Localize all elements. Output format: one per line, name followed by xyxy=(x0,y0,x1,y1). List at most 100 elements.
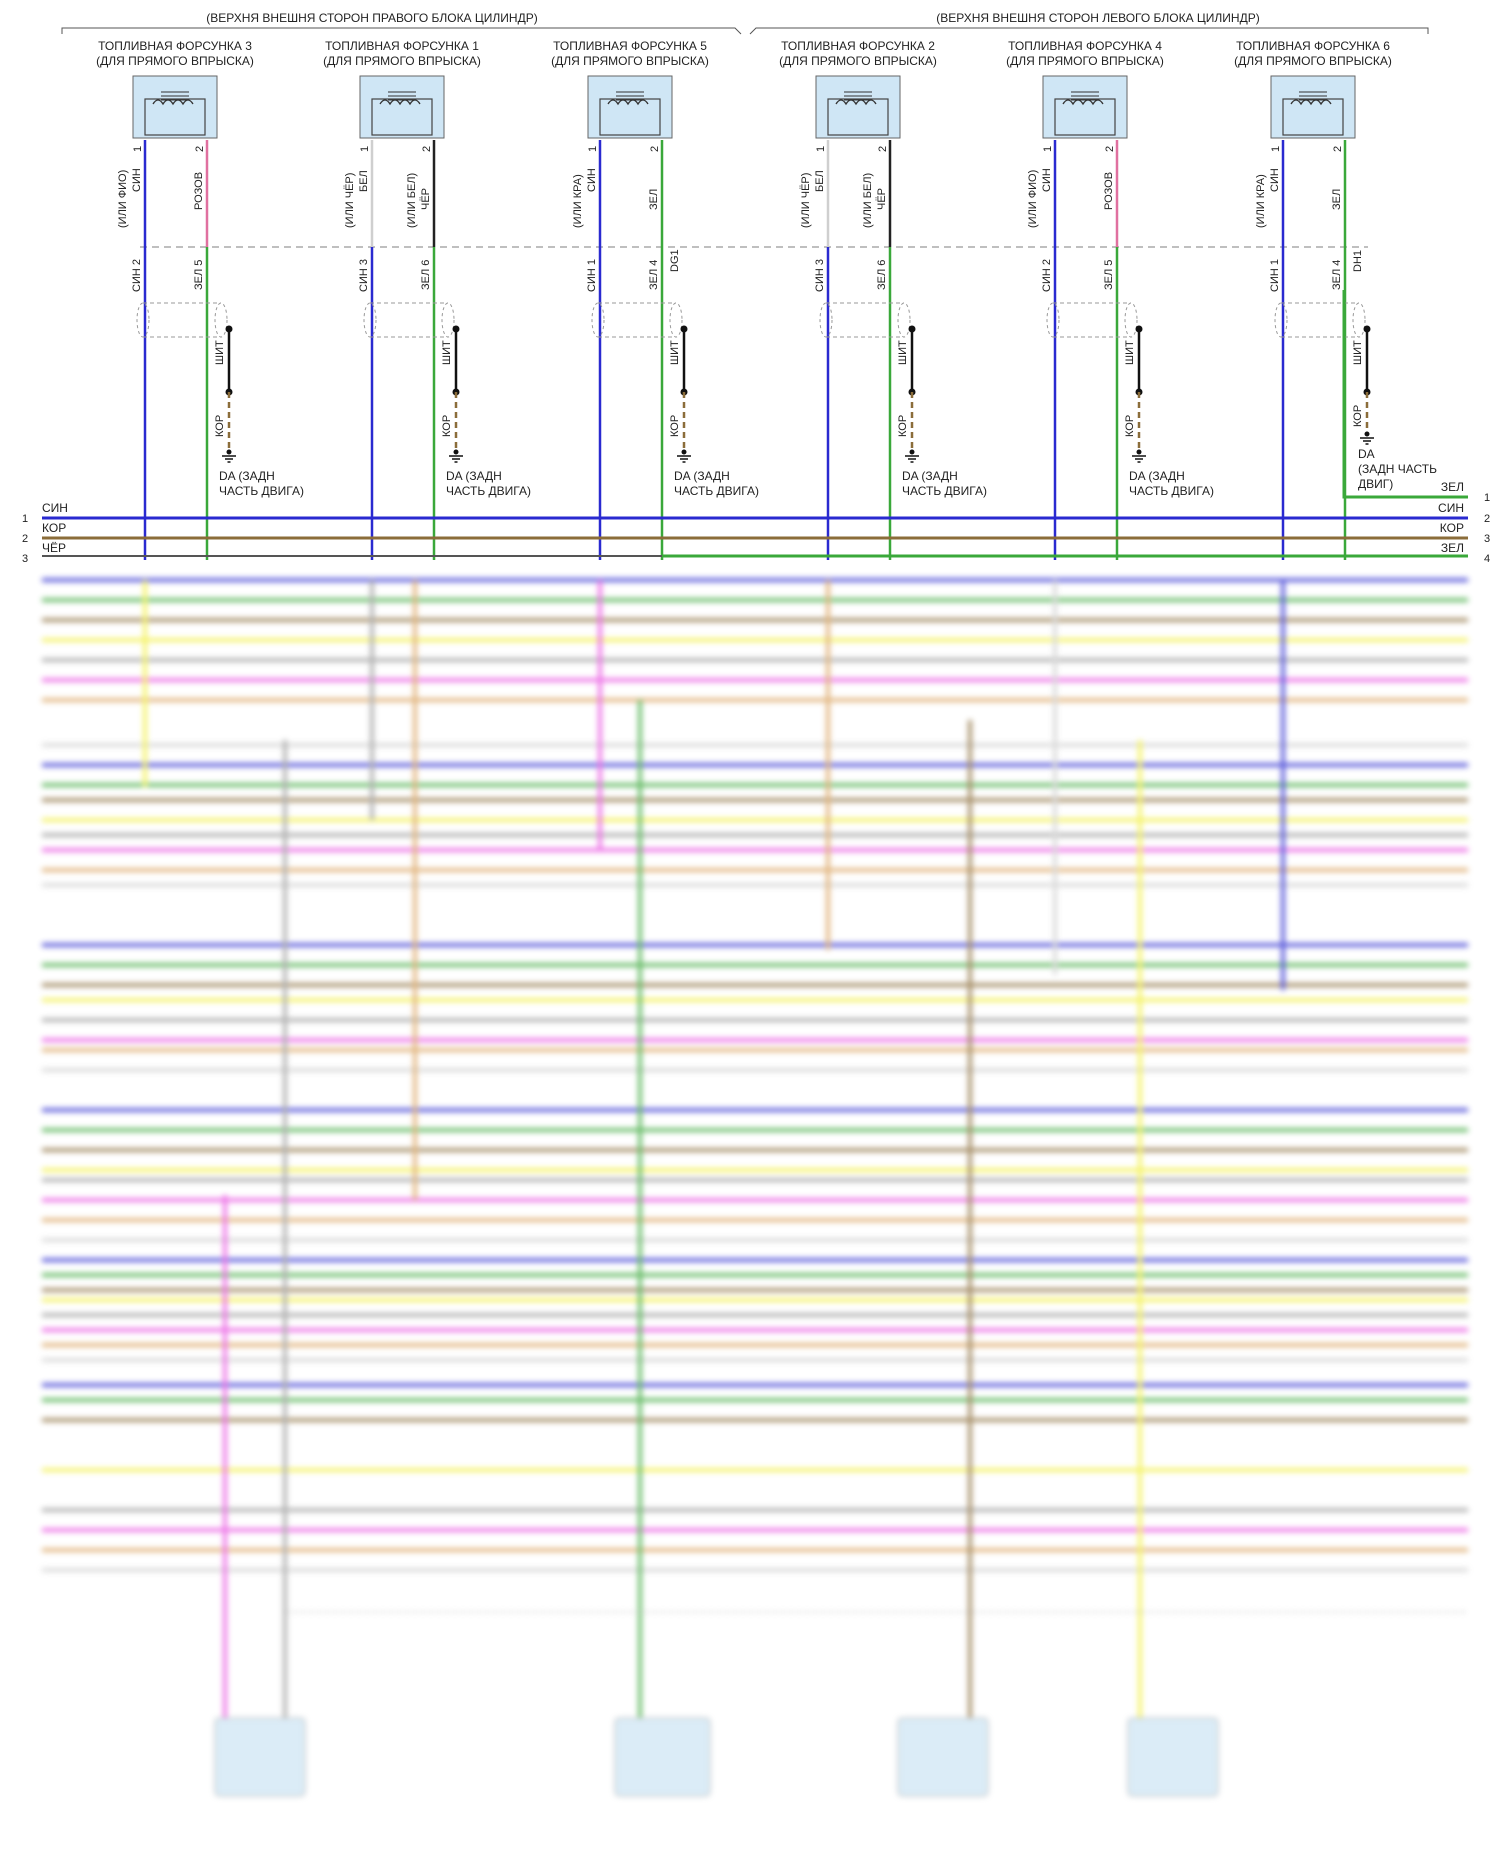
ground-icon xyxy=(677,449,691,463)
ground-location-line-1: DA (ЗАДН xyxy=(902,469,958,483)
connector-1-label: СИН 3 xyxy=(358,259,370,292)
pin-2-number: 2 xyxy=(877,146,889,152)
injector-connector xyxy=(359,75,445,139)
coil-icon xyxy=(379,99,421,106)
pin-1-number: 1 xyxy=(587,146,599,152)
pin-1-color-label: СИН xyxy=(586,168,598,192)
ground-location-line-1: DA (ЗАДН xyxy=(446,469,502,483)
ground-wire-label: КОР xyxy=(214,415,226,437)
connector-2-label: ЗЕЛ 4 xyxy=(1331,260,1343,290)
shield-end-right xyxy=(897,302,911,338)
pin-1-alt-label: (ИЛИ ФИО) xyxy=(117,170,129,228)
pin-1-color-label: СИН xyxy=(1269,168,1281,192)
pin-2-alt-label: (ИЛИ БЕЛ) xyxy=(862,173,874,228)
pin-2-number: 2 xyxy=(1104,146,1116,152)
injector-inner-frame xyxy=(144,98,206,136)
injector-title: ТОПЛИВНАЯ ФОРСУНКА 3 xyxy=(98,39,252,53)
connector-2-label: ЗЕЛ 5 xyxy=(193,260,205,290)
lower-connectors xyxy=(214,1717,1219,1797)
pin-1-alt-label: (ИЛИ КРА) xyxy=(1255,174,1267,228)
coil-icon xyxy=(1062,99,1104,106)
shield-end-right xyxy=(214,302,228,338)
pin-2-color-label: ЧЁР xyxy=(876,188,888,210)
pin-2-color-label: ЧЁР xyxy=(420,188,432,210)
coil-icon xyxy=(1290,99,1332,106)
bus-right-label-3: КОР xyxy=(1440,521,1464,535)
shield-end-right xyxy=(1352,302,1366,338)
injector-inner-frame xyxy=(1282,98,1344,136)
ground-location-line-1: DA xyxy=(1358,447,1375,461)
lower-connector-4 xyxy=(1127,1717,1219,1797)
ground-location-line-1: DA (ЗАДН xyxy=(219,469,275,483)
coil-icon xyxy=(152,99,194,106)
ground-location-line-2: ЧАСТЬ ДВИГА) xyxy=(674,484,759,498)
shield-end-left xyxy=(1046,302,1060,338)
group-brackets xyxy=(61,27,1429,35)
injector-title: ТОПЛИВНАЯ ФОРСУНКА 2 xyxy=(781,39,935,53)
connector-2-label: ЗЕЛ 6 xyxy=(420,260,432,290)
injector-inner-frame xyxy=(599,98,661,136)
pin-2-number: 2 xyxy=(194,146,206,152)
connector-1-label: СИН 1 xyxy=(586,259,598,292)
injector-inner-frame xyxy=(371,98,433,136)
pin-1-alt-label: (ИЛИ ФИО) xyxy=(1027,170,1039,228)
pin-1-number: 1 xyxy=(359,146,371,152)
ground-location-line-1: DA (ЗАДН xyxy=(674,469,730,483)
pin-1-number: 1 xyxy=(1270,146,1282,152)
shield-end-left xyxy=(591,302,605,338)
ground-location-line-3: ДВИГ) xyxy=(1358,477,1393,491)
bus-left-label-2: КОР xyxy=(42,521,66,535)
group-label-left: (ВЕРХНЯ ВНЕШНЯ СТОРОН ЛЕВОГО БЛОКА ЦИЛИН… xyxy=(936,11,1259,25)
lower-wire-lines xyxy=(42,578,1468,1725)
shield-end-left xyxy=(136,302,150,338)
ground-icon xyxy=(449,449,463,463)
injector-subtitle: (ДЛЯ ПРЯМОГО ВПРЫСКА) xyxy=(1234,54,1392,68)
injector-connector xyxy=(815,75,901,139)
bus-right-label-4: ЗЕЛ xyxy=(1441,541,1464,555)
pin-1-alt-label: (ИЛИ ЧЁР) xyxy=(344,173,356,228)
pin-2-number: 2 xyxy=(1332,146,1344,152)
ground-location-line-2: ЧАСТЬ ДВИГА) xyxy=(1129,484,1214,498)
ground-wire-label: КОР xyxy=(1352,405,1364,427)
ground-icon xyxy=(1132,449,1146,463)
injector-subtitle: (ДЛЯ ПРЯМОГО ВПРЫСКА) xyxy=(323,54,481,68)
connector-2-label: ЗЕЛ 4 xyxy=(648,260,660,290)
injector-connector xyxy=(1270,75,1356,139)
shield-end-right xyxy=(441,302,455,338)
injector-subtitle: (ДЛЯ ПРЯМОГО ВПРЫСКА) xyxy=(96,54,254,68)
bus-left-num-2: 2 xyxy=(22,533,28,545)
pin-2-color-label: РОЗОВ xyxy=(193,172,205,210)
injector-5: ТОПЛИВНАЯ ФОРСУНКА 4(ДЛЯ ПРЯМОГО ВПРЫСКА… xyxy=(1006,39,1214,560)
pin-2-number: 2 xyxy=(649,146,661,152)
shield-label: ШИТ xyxy=(1352,340,1364,365)
shield-end-right xyxy=(669,302,683,338)
pin-1-color-label: БЕЛ xyxy=(358,170,370,192)
bus-left-label-1: СИН xyxy=(42,501,68,515)
shield-end-left xyxy=(1274,302,1288,338)
pin-1-number: 1 xyxy=(815,146,827,152)
injector-title: ТОПЛИВНАЯ ФОРСУНКА 1 xyxy=(325,39,479,53)
shield-end-left xyxy=(819,302,833,338)
injector-title: ТОПЛИВНАЯ ФОРСУНКА 5 xyxy=(553,39,707,53)
injector-6: ТОПЛИВНАЯ ФОРСУНКА 6(ДЛЯ ПРЯМОГО ВПРЫСКА… xyxy=(1234,39,1437,560)
injector-connector xyxy=(132,75,218,139)
shield-label: ШИТ xyxy=(441,340,453,365)
shield-label: ШИТ xyxy=(897,340,909,365)
pin-2-color-label: ЗЕЛ xyxy=(1331,189,1343,210)
shield-end-left xyxy=(363,302,377,338)
pin-2-color-label: РОЗОВ xyxy=(1103,172,1115,210)
connector-1-label: СИН 1 xyxy=(1269,259,1281,292)
ground-wire-label: КОР xyxy=(1124,415,1136,437)
pin-2-color-label: ЗЕЛ xyxy=(648,189,660,210)
pin-1-number: 1 xyxy=(1042,146,1054,152)
injector-4: ТОПЛИВНАЯ ФОРСУНКА 2(ДЛЯ ПРЯМОГО ВПРЫСКА… xyxy=(779,39,987,560)
injector-1: ТОПЛИВНАЯ ФОРСУНКА 3(ДЛЯ ПРЯМОГО ВПРЫСКА… xyxy=(96,39,304,560)
coil-icon xyxy=(607,99,649,106)
connector-1-label: СИН 2 xyxy=(1041,259,1053,292)
injector-3: ТОПЛИВНАЯ ФОРСУНКА 5(ДЛЯ ПРЯМОГО ВПРЫСКА… xyxy=(551,39,759,560)
injector-subtitle: (ДЛЯ ПРЯМОГО ВПРЫСКА) xyxy=(1006,54,1164,68)
connector-2-label: ЗЕЛ 5 xyxy=(1103,260,1115,290)
bus-lines xyxy=(42,290,1468,558)
shield-label: ШИТ xyxy=(669,340,681,365)
ground-wire-label: КОР xyxy=(669,415,681,437)
